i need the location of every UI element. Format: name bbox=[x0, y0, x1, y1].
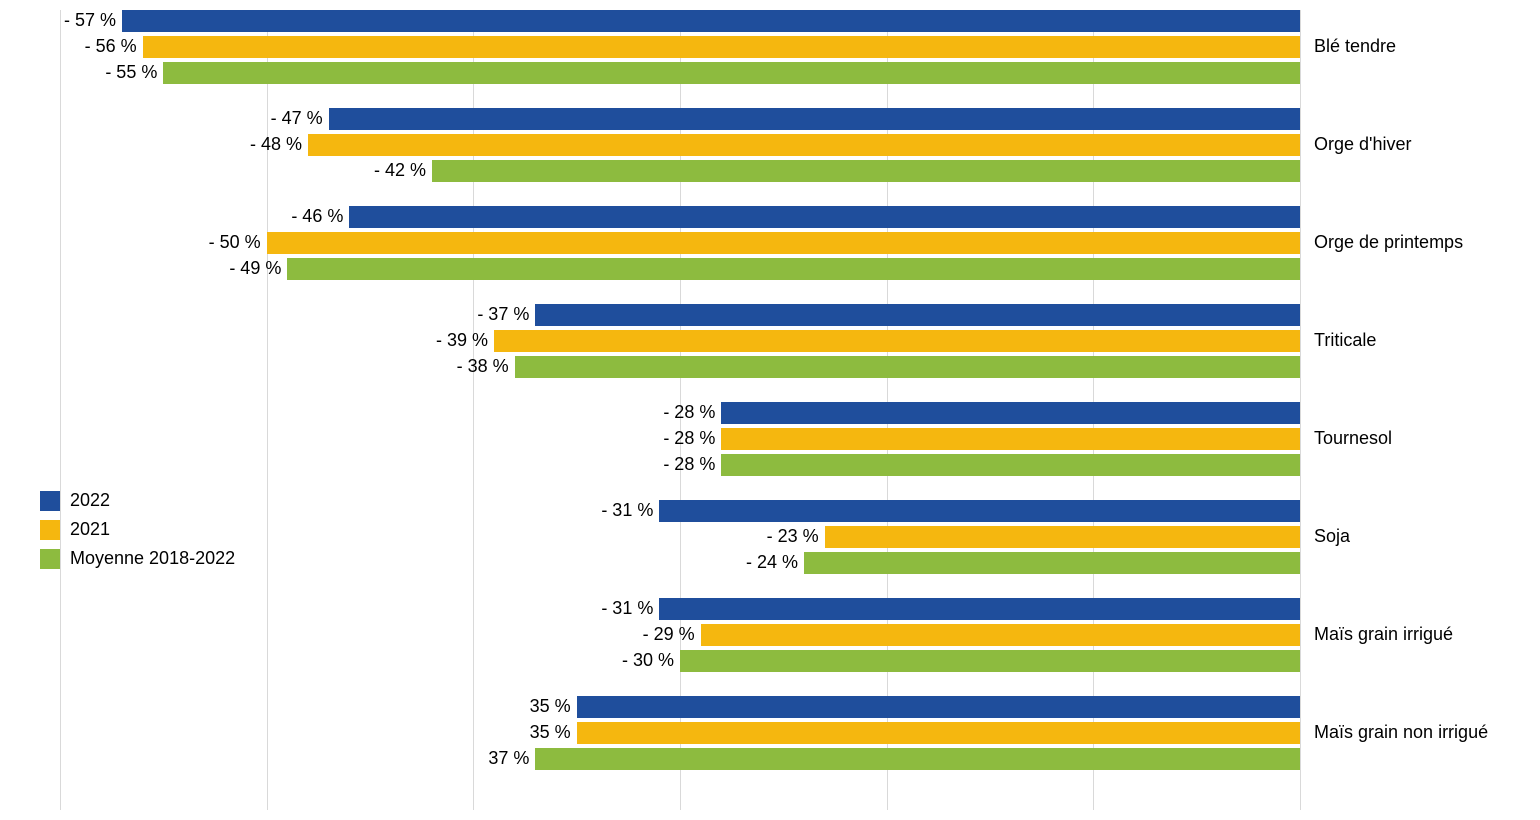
bar-value-label: - 46 % bbox=[291, 206, 343, 227]
legend-item: 2021 bbox=[40, 519, 235, 540]
bar bbox=[577, 722, 1300, 744]
bar bbox=[329, 108, 1300, 130]
bar bbox=[515, 356, 1300, 378]
category-group: - 31 % - 29 % - 30 % bbox=[60, 598, 1300, 672]
bar-value-label: - 31 % bbox=[601, 500, 653, 521]
category-group: - 57 % - 56 % - 55 % bbox=[60, 10, 1300, 84]
bar-value-label: 37 % bbox=[488, 748, 529, 769]
category-group: - 46 % - 50 % - 49 % bbox=[60, 206, 1300, 280]
bar-value-label: - 31 % bbox=[601, 598, 653, 619]
bar bbox=[143, 36, 1300, 58]
legend-label: Moyenne 2018-2022 bbox=[70, 548, 235, 569]
bar-value-label: - 42 % bbox=[374, 160, 426, 181]
bar bbox=[535, 748, 1300, 770]
category-label: Tournesol bbox=[1314, 428, 1392, 449]
category-label: Soja bbox=[1314, 526, 1350, 547]
legend-swatch bbox=[40, 549, 60, 569]
category-label: Maïs grain irrigué bbox=[1314, 624, 1453, 645]
bar-value-label: - 28 % bbox=[663, 454, 715, 475]
bar bbox=[308, 134, 1300, 156]
legend-swatch bbox=[40, 491, 60, 511]
bar bbox=[535, 304, 1300, 326]
bar-value-label: - 47 % bbox=[271, 108, 323, 129]
gridline bbox=[1300, 10, 1301, 810]
legend-label: 2021 bbox=[70, 519, 110, 540]
bar-value-label: - 28 % bbox=[663, 402, 715, 423]
bar bbox=[432, 160, 1300, 182]
category-group: - 47 % - 48 % - 42 % bbox=[60, 108, 1300, 182]
crop-yield-bar-chart: - 57 % - 56 % - 55 % - 47 % - 48 % - 42 % - 46… bbox=[0, 0, 1540, 820]
bar bbox=[701, 624, 1300, 646]
bar bbox=[577, 696, 1300, 718]
bar-value-label: - 37 % bbox=[477, 304, 529, 325]
bar bbox=[804, 552, 1300, 574]
bar-value-label: - 50 % bbox=[209, 232, 261, 253]
bar-value-label: - 48 % bbox=[250, 134, 302, 155]
bar bbox=[825, 526, 1300, 548]
bar-value-label: - 24 % bbox=[746, 552, 798, 573]
legend-item: Moyenne 2018-2022 bbox=[40, 548, 235, 569]
legend-item: 2022 bbox=[40, 490, 235, 511]
bar-value-label: - 39 % bbox=[436, 330, 488, 351]
bar-value-label: - 57 % bbox=[64, 10, 116, 31]
bar-value-label: - 49 % bbox=[229, 258, 281, 279]
category-label: Maïs grain non irrigué bbox=[1314, 722, 1488, 743]
category-label: Blé tendre bbox=[1314, 36, 1396, 57]
legend-label: 2022 bbox=[70, 490, 110, 511]
bar-value-label: - 38 % bbox=[457, 356, 509, 377]
bar bbox=[721, 428, 1300, 450]
bar-value-label: 35 % bbox=[530, 722, 571, 743]
bar-value-label: - 55 % bbox=[105, 62, 157, 83]
category-group: 35 %35 %37 % bbox=[60, 696, 1300, 770]
category-label: Triticale bbox=[1314, 330, 1376, 351]
category-label: Orge d'hiver bbox=[1314, 134, 1411, 155]
bar-value-label: 35 % bbox=[530, 696, 571, 717]
category-group: - 31 % - 23 % - 24 % bbox=[60, 500, 1300, 574]
bar bbox=[163, 62, 1300, 84]
legend-swatch bbox=[40, 520, 60, 540]
legend: 2022 2021 Moyenne 2018-2022 bbox=[40, 490, 235, 577]
bar bbox=[721, 402, 1300, 424]
plot-area: - 57 % - 56 % - 55 % - 47 % - 48 % - 42 % - 46… bbox=[60, 10, 1300, 810]
bar bbox=[659, 598, 1300, 620]
bar bbox=[267, 232, 1300, 254]
category-label: Orge de printemps bbox=[1314, 232, 1463, 253]
category-group: - 28 % - 28 % - 28 % bbox=[60, 402, 1300, 476]
bar bbox=[680, 650, 1300, 672]
bar bbox=[494, 330, 1300, 352]
bar bbox=[349, 206, 1300, 228]
bar bbox=[659, 500, 1300, 522]
bar bbox=[287, 258, 1300, 280]
bar bbox=[122, 10, 1300, 32]
bar-value-label: - 56 % bbox=[85, 36, 137, 57]
bar bbox=[721, 454, 1300, 476]
bar-value-label: - 23 % bbox=[767, 526, 819, 547]
bar-value-label: - 30 % bbox=[622, 650, 674, 671]
bar-value-label: - 28 % bbox=[663, 428, 715, 449]
category-group: - 37 % - 39 % - 38 % bbox=[60, 304, 1300, 378]
bar-value-label: - 29 % bbox=[643, 624, 695, 645]
